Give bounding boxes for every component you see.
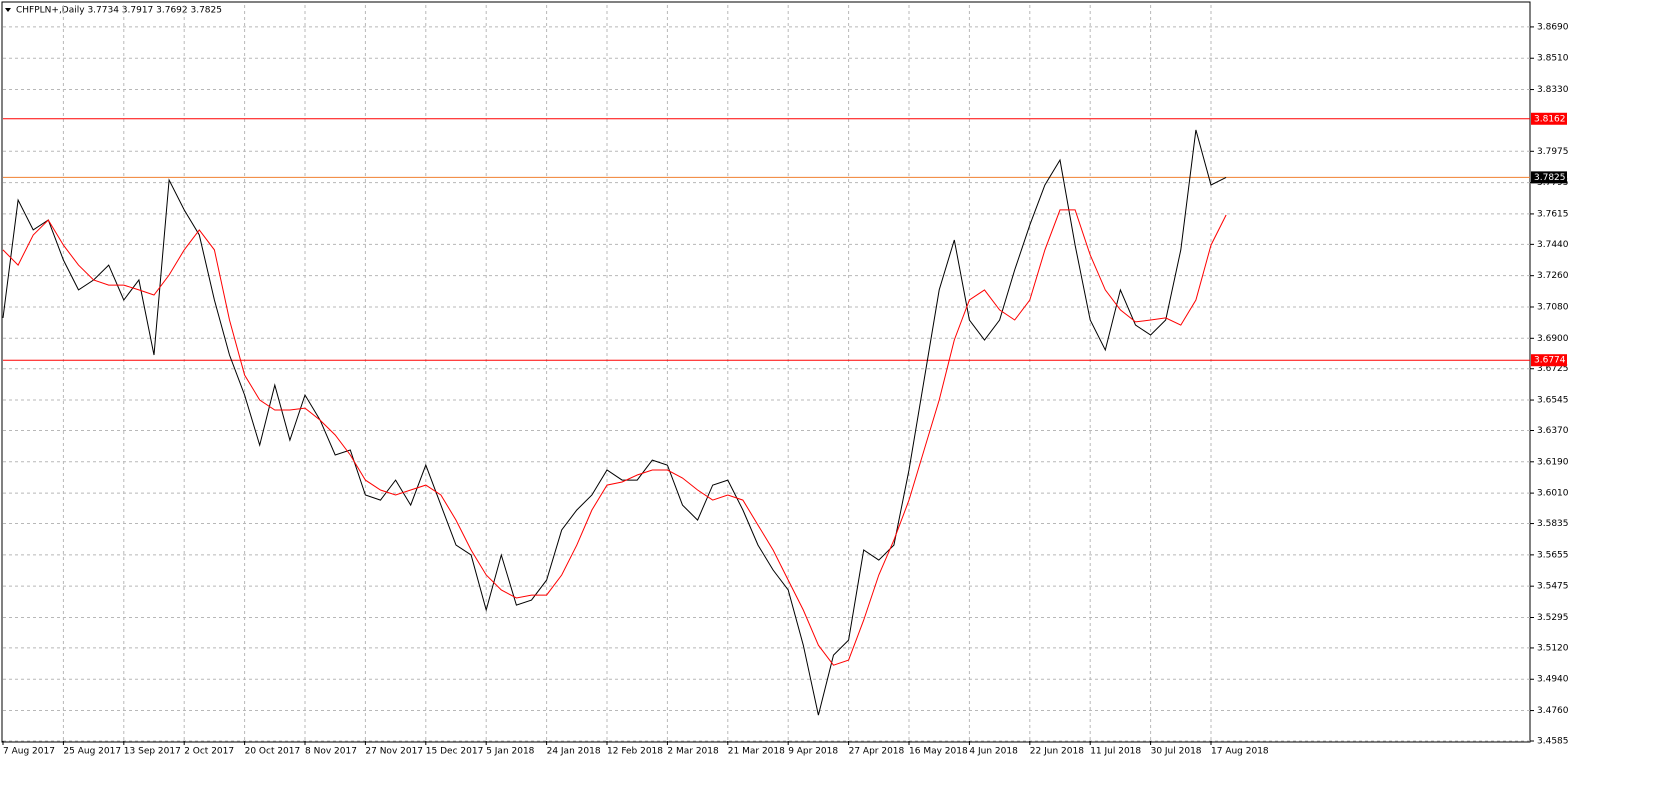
y-tick-label: 3.6545 — [1537, 396, 1569, 406]
y-tick-label: 3.6725 — [1537, 364, 1569, 374]
y-tick-label: 3.8510 — [1537, 54, 1569, 64]
chart-title: CHFPLN+,Daily 3.7734 3.7917 3.7692 3.782… — [16, 6, 222, 16]
x-tick-label: 9 Apr 2018 — [788, 747, 838, 757]
x-tick-label: 15 Dec 2017 — [426, 747, 484, 757]
y-tick-label: 3.5835 — [1537, 519, 1569, 529]
y-tick-label: 3.8330 — [1537, 85, 1569, 95]
y-tick-label: 3.7440 — [1537, 240, 1569, 250]
y-tick-label: 3.4760 — [1537, 706, 1569, 716]
plot-frame — [1, 1, 1531, 743]
x-tick-label: 24 Jan 2018 — [547, 747, 601, 757]
level-label-bg — [1531, 354, 1567, 367]
x-tick-label: 27 Apr 2018 — [849, 747, 905, 757]
x-tick-label: 17 Aug 2018 — [1211, 747, 1269, 757]
x-tick-label: 12 Feb 2018 — [607, 747, 663, 757]
price-line — [2, 209, 1227, 666]
y-tick-label: 3.4585 — [1537, 737, 1569, 747]
y-tick-label: 3.6900 — [1537, 334, 1569, 344]
level-label-bg — [1531, 171, 1567, 184]
x-tick-label: 20 Oct 2017 — [245, 747, 301, 757]
x-tick-label: 11 Jul 2018 — [1090, 747, 1141, 757]
price-line — [2, 129, 1227, 716]
y-tick-label: 3.7080 — [1537, 302, 1569, 312]
y-tick-label: 3.4940 — [1537, 675, 1569, 685]
x-tick-label: 25 Aug 2017 — [63, 747, 121, 757]
y-tick-label: 3.8690 — [1537, 22, 1569, 32]
y-tick-label: 3.5295 — [1537, 613, 1569, 623]
x-tick-label: 4 Jun 2018 — [969, 747, 1018, 757]
x-tick-label: 5 Jan 2018 — [486, 747, 534, 757]
x-tick-label: 27 Nov 2017 — [365, 747, 423, 757]
x-tick-label: 7 Aug 2017 — [3, 747, 55, 757]
menu-arrow[interactable] — [5, 8, 11, 12]
level-label: 3.7825 — [1534, 173, 1566, 183]
x-tick-label: 13 Sep 2017 — [124, 747, 181, 757]
level-label: 3.8162 — [1534, 114, 1566, 124]
y-tick-label: 3.6190 — [1537, 457, 1569, 467]
y-tick-label: 3.5120 — [1537, 643, 1569, 653]
y-tick-label: 3.5655 — [1537, 550, 1569, 560]
y-tick-label: 3.6010 — [1537, 489, 1569, 499]
x-tick-label: 2 Oct 2017 — [184, 747, 234, 757]
x-tick-label: 30 Jul 2018 — [1151, 747, 1202, 757]
y-tick-label: 3.7260 — [1537, 271, 1569, 281]
y-tick-label: 3.6370 — [1537, 426, 1569, 436]
x-tick-label: 8 Nov 2017 — [305, 747, 357, 757]
x-tick-label: 22 Jun 2018 — [1030, 747, 1084, 757]
y-tick-label: 3.5475 — [1537, 582, 1569, 592]
x-tick-label: 2 Mar 2018 — [667, 747, 719, 757]
y-tick-label: 3.7615 — [1537, 209, 1569, 219]
level-label-bg — [1531, 112, 1567, 125]
y-tick-label: 3.7975 — [1537, 147, 1569, 157]
x-tick-label: 21 Mar 2018 — [728, 747, 785, 757]
level-label: 3.6774 — [1534, 356, 1566, 366]
x-tick-label: 16 May 2018 — [909, 747, 968, 757]
